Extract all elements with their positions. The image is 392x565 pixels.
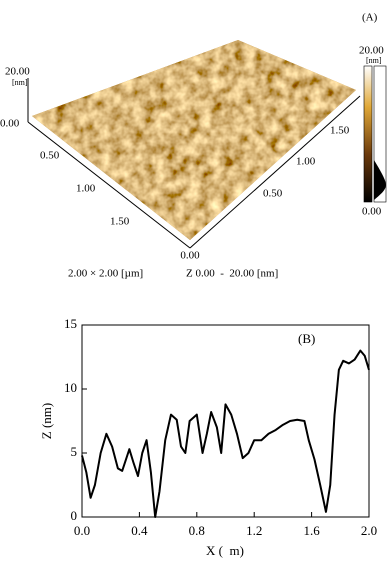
- origin-tick: 0.00: [180, 250, 200, 262]
- colorbar-min: 0.00: [362, 206, 382, 218]
- colorbar-max: 20.00: [359, 45, 384, 57]
- data-line: [81, 349, 370, 518]
- right-tick: 1.00: [296, 156, 316, 168]
- y-tick-label: 5: [71, 444, 78, 459]
- y-axis-label: Z (nm): [39, 403, 54, 439]
- chart-title: (B): [298, 331, 315, 346]
- right-tick: 0.50: [263, 188, 283, 200]
- x-tick-label: 0.4: [131, 523, 148, 538]
- panel-label: (A): [362, 12, 378, 24]
- line-chart: (B) X ( m) Z (nm) 0.0 0.4 0.8 1.2 1.6 2.0 0 5 10…: [39, 316, 377, 558]
- right-tick: 1.50: [330, 125, 350, 137]
- x-tick-label: 0.8: [189, 523, 205, 538]
- z-min: 0.00: [0, 118, 20, 130]
- x-tick-label: 1.2: [246, 523, 262, 538]
- left-axis: [27, 121, 191, 249]
- caption-z: Z 0.00 - 20.00 [nm]: [186, 268, 278, 280]
- caption-size: 2.00 × 2.00 [µm]: [68, 268, 143, 280]
- y-tick-label: 0: [71, 508, 78, 523]
- colorbar: [363, 65, 373, 203]
- z-max: 20.00: [5, 66, 30, 78]
- y-tick-label: 15: [64, 316, 77, 331]
- left-tick: 1.00: [76, 183, 96, 195]
- right-axis: [189, 95, 361, 249]
- left-tick: 1.50: [110, 216, 130, 228]
- afm-panel: (A) 20.00 [nm] 0.00 0.50 1.00 1.50 0.00 …: [0, 12, 387, 280]
- y-tick-label: 10: [64, 380, 77, 395]
- colorbar-unit: [nm]: [366, 56, 382, 65]
- x-tick-label: 0.0: [74, 523, 90, 538]
- left-tick: 0.50: [40, 150, 60, 162]
- z-unit: [nm]: [12, 78, 28, 87]
- plot-frame: [81, 324, 370, 518]
- afm-texture: [32, 40, 356, 240]
- x-tick-label: 2.0: [361, 523, 377, 538]
- x-axis-label: X ( m): [206, 543, 244, 558]
- x-tick-label: 1.6: [303, 523, 320, 538]
- histogram: [374, 160, 386, 200]
